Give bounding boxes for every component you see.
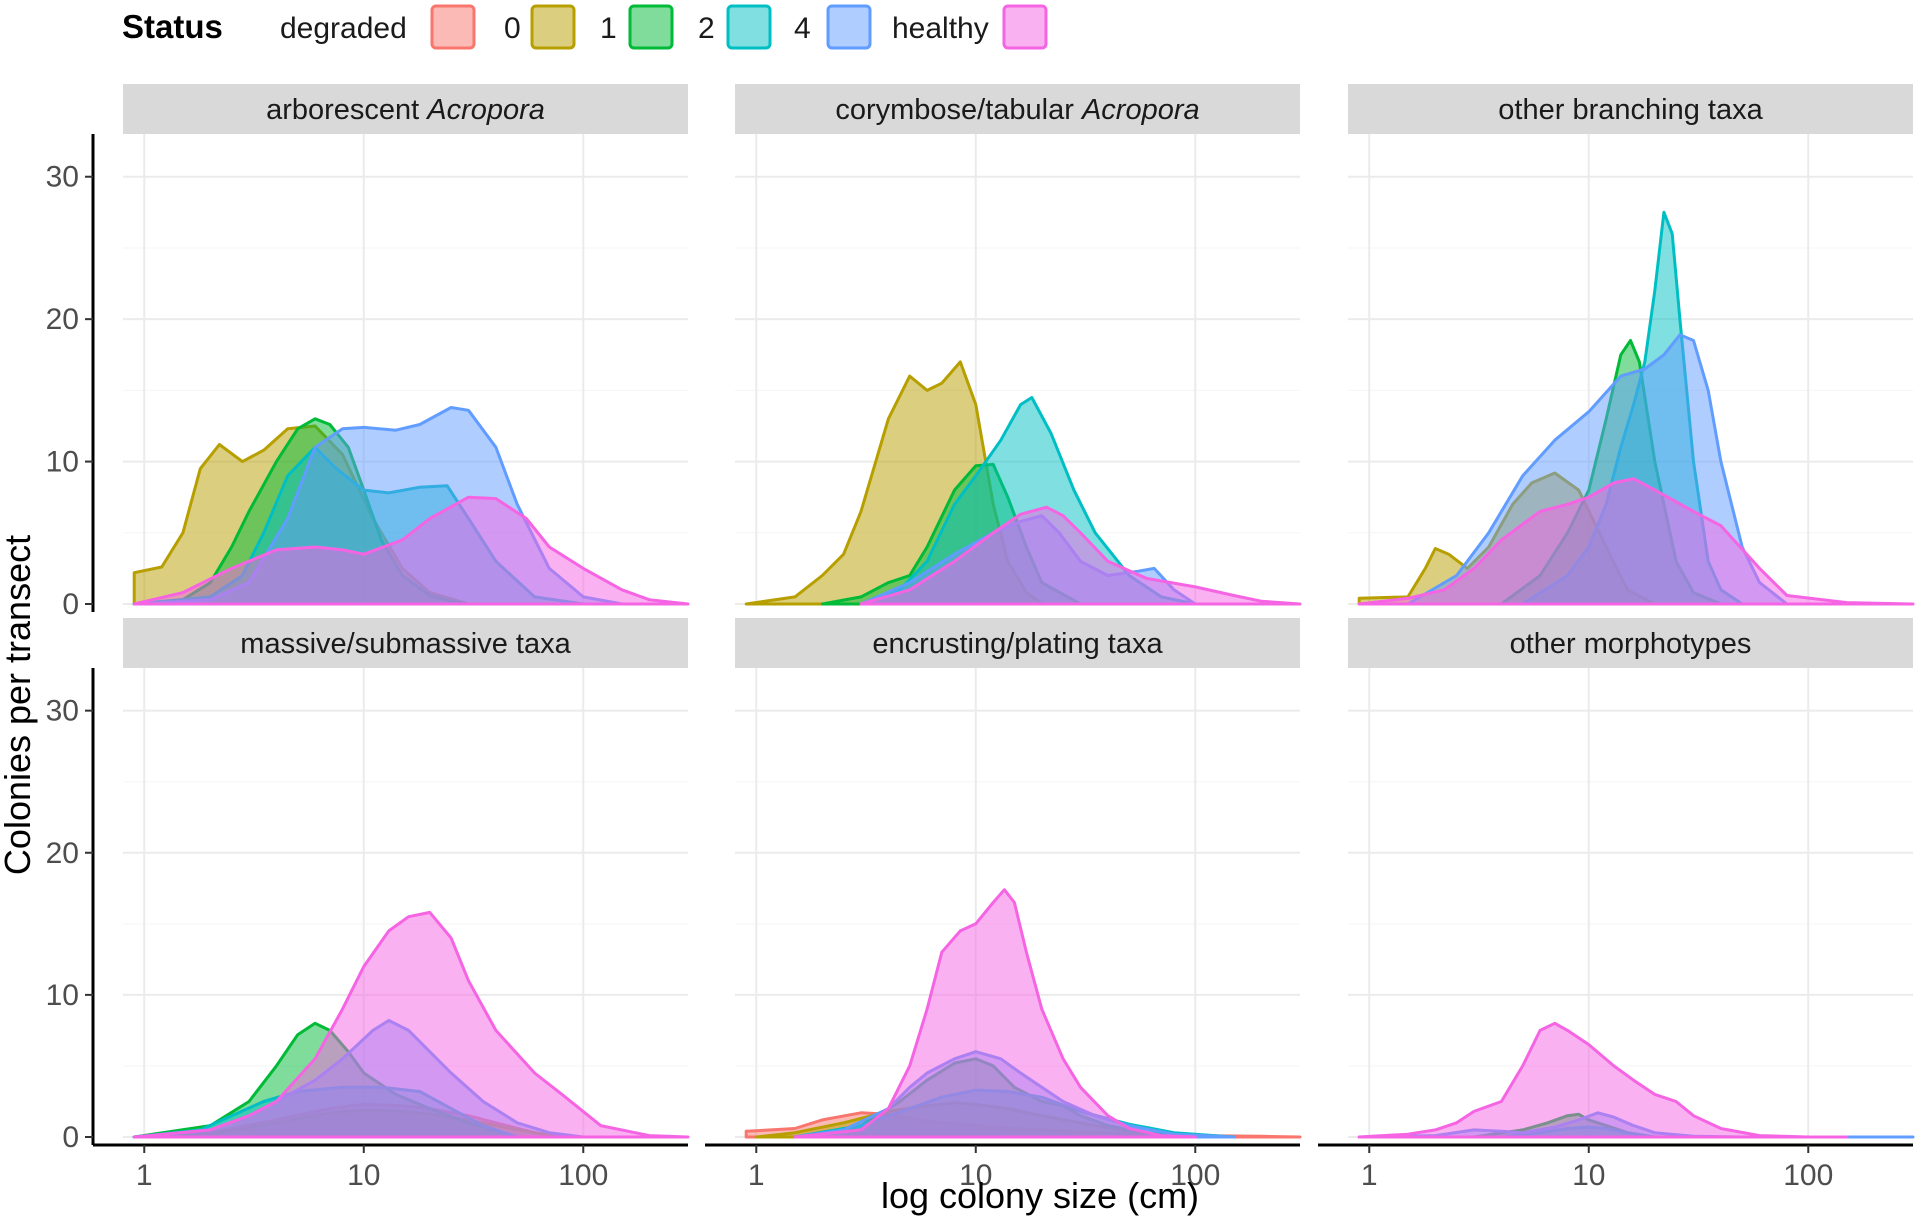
facet-strip	[123, 84, 688, 134]
series-areas	[132, 910, 690, 1139]
facet-title-plain: arborescent	[266, 94, 427, 126]
x-tick-label: 100	[558, 1159, 608, 1192]
legend-label: 2	[698, 12, 715, 45]
x-axis: 1 10 100	[93, 1143, 688, 1192]
facet-panel-2: corymbose/tabular Acropora	[735, 84, 1302, 606]
series-areas	[744, 888, 1302, 1139]
facet-strip	[1348, 84, 1913, 134]
y-tick-label: 20	[46, 303, 79, 336]
y-tick-label: 20	[46, 837, 79, 870]
legend-label: degraded	[280, 12, 407, 45]
legend-item-2: 2	[698, 4, 772, 50]
facet-strip	[735, 618, 1300, 668]
legend-title: Status	[122, 8, 223, 45]
facet-strip	[123, 618, 688, 668]
x-axis: 1 10 100	[705, 1143, 1300, 1192]
facet-panel-6: other morphotypes 1 10 100	[1318, 618, 1915, 1192]
facet-title-plain: other branching taxa	[1498, 94, 1763, 126]
x-axis-title: log colony size (cm)	[881, 1175, 1199, 1216]
density-area-healthy	[1357, 477, 1915, 606]
y-tick-label: 0	[62, 588, 79, 621]
y-tick-label: 0	[62, 1121, 79, 1154]
legend-item-healthy: healthy	[892, 4, 1048, 50]
density-area-healthy	[793, 888, 1197, 1139]
facet-strip	[735, 84, 1300, 134]
legend-key-degraded	[430, 4, 476, 50]
facet-title-plain: other morphotypes	[1510, 628, 1752, 660]
density-area-healthy	[132, 910, 690, 1139]
legend-key-1	[628, 4, 674, 50]
density-area-healthy	[859, 505, 1302, 606]
legend-item-1: 1	[600, 4, 674, 50]
y-axis: 0 10 20 30	[46, 668, 95, 1154]
facet-title-italic: Acropora	[425, 94, 545, 126]
y-tick-label: 30	[46, 161, 79, 194]
y-tick-label: 10	[46, 979, 79, 1012]
legend: Status degraded 0 1 2 4 healthy	[122, 4, 1048, 50]
legend-key-2	[726, 4, 772, 50]
y-tick-label: 30	[46, 695, 79, 728]
facet-title-plain: encrusting/plating taxa	[872, 628, 1163, 660]
legend-key-0	[530, 4, 576, 50]
legend-item-degraded: degraded	[280, 4, 476, 50]
legend-item-4: 4	[794, 4, 872, 50]
facet-panel-5: encrusting/plating taxa 1 10 100	[705, 618, 1302, 1192]
x-tick-label: 10	[959, 1159, 992, 1192]
legend-label: 4	[794, 12, 811, 45]
x-tick-label: 10	[347, 1159, 380, 1192]
facet-title-plain: massive/submassive taxa	[240, 628, 571, 660]
grid-lines	[1348, 668, 1913, 1138]
series-areas	[1357, 1021, 1915, 1139]
facet-title: other morphotypes	[1510, 628, 1752, 660]
x-tick-label: 100	[1170, 1159, 1220, 1192]
legend-item-0: 0	[504, 4, 576, 50]
density-area-healthy	[132, 495, 690, 606]
legend-label: healthy	[892, 12, 989, 45]
series-areas	[744, 360, 1302, 606]
series-areas	[1357, 210, 1915, 606]
legend-key-healthy	[1002, 4, 1048, 50]
facet-strip	[1348, 618, 1913, 668]
y-axis-title: Colonies per transect	[0, 535, 38, 875]
y-axis: 0 10 20 30	[46, 134, 95, 621]
x-tick-label: 100	[1783, 1159, 1833, 1192]
series-areas	[132, 406, 690, 606]
facet-panel-3: other branching taxa	[1348, 84, 1915, 606]
x-tick-label: 1	[748, 1159, 765, 1192]
facet-title-italic: Acropora	[1080, 94, 1200, 126]
legend-key-4	[826, 4, 872, 50]
x-tick-label: 10	[1572, 1159, 1605, 1192]
facet-title: encrusting/plating taxa	[872, 628, 1163, 660]
density-area-healthy	[1357, 1021, 1849, 1139]
facet-title: corymbose/tabular Acropora	[835, 94, 1199, 126]
facet-panel-1: arborescent Acropora 0 10 20 30	[46, 84, 690, 621]
x-axis: 1 10 100	[1318, 1143, 1913, 1192]
y-tick-label: 10	[46, 446, 79, 479]
facet-panel-4: massive/submassive taxa 0 10 20 30 1 10 100	[46, 618, 690, 1192]
facet-title: massive/submassive taxa	[240, 628, 571, 660]
x-tick-label: 1	[136, 1159, 153, 1192]
x-tick-label: 1	[1361, 1159, 1378, 1192]
legend-label: 0	[504, 12, 521, 45]
facet-title: arborescent Acropora	[266, 94, 545, 126]
legend-label: 1	[600, 12, 617, 45]
facet-title: other branching taxa	[1498, 94, 1763, 126]
facet-title-plain: corymbose/tabular	[835, 94, 1082, 126]
